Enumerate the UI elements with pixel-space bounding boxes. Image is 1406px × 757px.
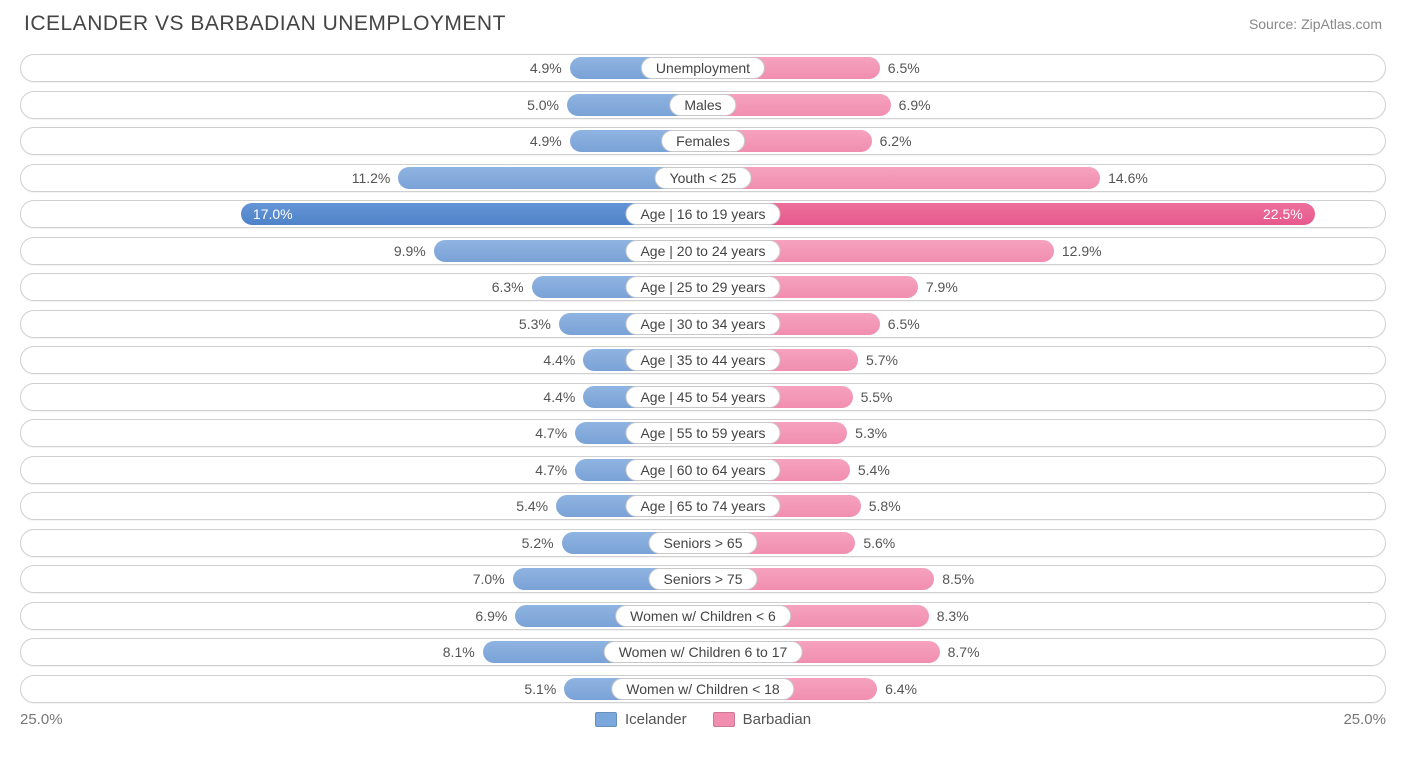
value-icelander: 4.4% [543, 352, 575, 368]
value-icelander: 9.9% [394, 243, 426, 259]
category-label: Unemployment [641, 57, 765, 79]
value-icelander: 7.0% [473, 571, 505, 587]
value-icelander: 4.4% [543, 389, 575, 405]
value-barbadian: 6.9% [899, 97, 931, 113]
value-icelander: 5.4% [516, 498, 548, 514]
chart-row: 4.9% 6.2% Females [20, 127, 1386, 155]
chart-row: 5.3% 6.5% Age | 30 to 34 years [20, 310, 1386, 338]
chart-row: 6.3% 7.9% Age | 25 to 29 years [20, 273, 1386, 301]
category-label: Females [661, 130, 745, 152]
value-barbadian: 8.5% [942, 571, 974, 587]
value-barbadian: 6.4% [885, 681, 917, 697]
category-label: Seniors > 75 [649, 568, 758, 590]
legend-item-barbadian: Barbadian [713, 711, 811, 728]
value-barbadian: 8.7% [948, 644, 980, 660]
category-label: Age | 60 to 64 years [625, 459, 780, 481]
chart-legend: Icelander Barbadian [595, 711, 811, 728]
category-label: Women w/ Children < 18 [611, 678, 794, 700]
legend-label-barbadian: Barbadian [743, 711, 811, 728]
chart-row: 7.0% 8.5% Seniors > 75 [20, 565, 1386, 593]
chart-title: ICELANDER VS BARBADIAN UNEMPLOYMENT [24, 12, 506, 36]
value-barbadian: 5.5% [861, 389, 893, 405]
chart-row: 17.0% 22.5% Age | 16 to 19 years [20, 200, 1386, 228]
value-barbadian: 7.9% [926, 279, 958, 295]
chart-row: 5.1% 6.4% Women w/ Children < 18 [20, 675, 1386, 703]
value-icelander: 6.9% [475, 608, 507, 624]
category-label: Women w/ Children 6 to 17 [604, 641, 803, 663]
value-barbadian: 8.3% [937, 608, 969, 624]
value-barbadian: 5.3% [855, 425, 887, 441]
axis-max-right: 25.0% [1343, 711, 1386, 728]
value-icelander: 4.9% [530, 60, 562, 76]
category-label: Age | 35 to 44 years [625, 349, 780, 371]
chart-source: Source: ZipAtlas.com [1249, 12, 1382, 32]
category-label: Age | 55 to 59 years [625, 422, 780, 444]
chart-row: 4.4% 5.5% Age | 45 to 54 years [20, 383, 1386, 411]
category-label: Age | 65 to 74 years [625, 495, 780, 517]
category-label: Age | 20 to 24 years [625, 240, 780, 262]
axis-max-left: 25.0% [20, 711, 63, 728]
value-icelander: 4.7% [535, 462, 567, 478]
legend-swatch-barbadian [713, 712, 735, 727]
chart-row: 8.1% 8.7% Women w/ Children 6 to 17 [20, 638, 1386, 666]
category-label: Age | 45 to 54 years [625, 386, 780, 408]
legend-swatch-icelander [595, 712, 617, 727]
chart-row: 6.9% 8.3% Women w/ Children < 6 [20, 602, 1386, 630]
value-icelander: 4.7% [535, 425, 567, 441]
category-label: Women w/ Children < 6 [615, 605, 791, 627]
value-barbadian: 5.7% [866, 352, 898, 368]
value-icelander: 4.9% [530, 133, 562, 149]
chart-header: ICELANDER VS BARBADIAN UNEMPLOYMENT Sour… [20, 12, 1386, 36]
value-barbadian: 22.5% [1263, 206, 1303, 222]
value-icelander: 5.3% [519, 316, 551, 332]
value-icelander: 17.0% [253, 206, 293, 222]
legend-item-icelander: Icelander [595, 711, 687, 728]
category-label: Age | 30 to 34 years [625, 313, 780, 335]
chart-row: 4.7% 5.3% Age | 55 to 59 years [20, 419, 1386, 447]
chart-row: 4.4% 5.7% Age | 35 to 44 years [20, 346, 1386, 374]
category-label: Youth < 25 [655, 167, 752, 189]
value-barbadian: 5.6% [863, 535, 895, 551]
category-label: Age | 16 to 19 years [625, 203, 780, 225]
value-icelander: 5.2% [522, 535, 554, 551]
chart-container: ICELANDER VS BARBADIAN UNEMPLOYMENT Sour… [0, 0, 1406, 757]
category-label: Males [669, 94, 736, 116]
value-barbadian: 6.5% [888, 316, 920, 332]
value-icelander: 5.1% [524, 681, 556, 697]
chart-footer: 25.0% Icelander Barbadian 25.0% [20, 711, 1386, 728]
value-barbadian: 14.6% [1108, 170, 1148, 186]
value-barbadian: 6.2% [880, 133, 912, 149]
chart-row: 4.9% 6.5% Unemployment [20, 54, 1386, 82]
chart-row: 11.2% 14.6% Youth < 25 [20, 164, 1386, 192]
chart-row: 4.7% 5.4% Age | 60 to 64 years [20, 456, 1386, 484]
category-label: Age | 25 to 29 years [625, 276, 780, 298]
value-icelander: 6.3% [492, 279, 524, 295]
chart-row: 9.9% 12.9% Age | 20 to 24 years [20, 237, 1386, 265]
chart-row: 5.4% 5.8% Age | 65 to 74 years [20, 492, 1386, 520]
bar-barbadian [703, 167, 1100, 189]
bar-barbadian [703, 203, 1315, 225]
value-icelander: 8.1% [443, 644, 475, 660]
value-icelander: 5.0% [527, 97, 559, 113]
value-barbadian: 5.8% [869, 498, 901, 514]
legend-label-icelander: Icelander [625, 711, 687, 728]
chart-row: 5.0% 6.9% Males [20, 91, 1386, 119]
chart-row: 5.2% 5.6% Seniors > 65 [20, 529, 1386, 557]
value-barbadian: 12.9% [1062, 243, 1102, 259]
value-icelander: 11.2% [352, 170, 391, 186]
value-barbadian: 5.4% [858, 462, 890, 478]
diverging-bar-chart: 4.9% 6.5% Unemployment 5.0% 6.9% Males 4.9% 6.2… [20, 54, 1386, 703]
category-label: Seniors > 65 [649, 532, 758, 554]
value-barbadian: 6.5% [888, 60, 920, 76]
